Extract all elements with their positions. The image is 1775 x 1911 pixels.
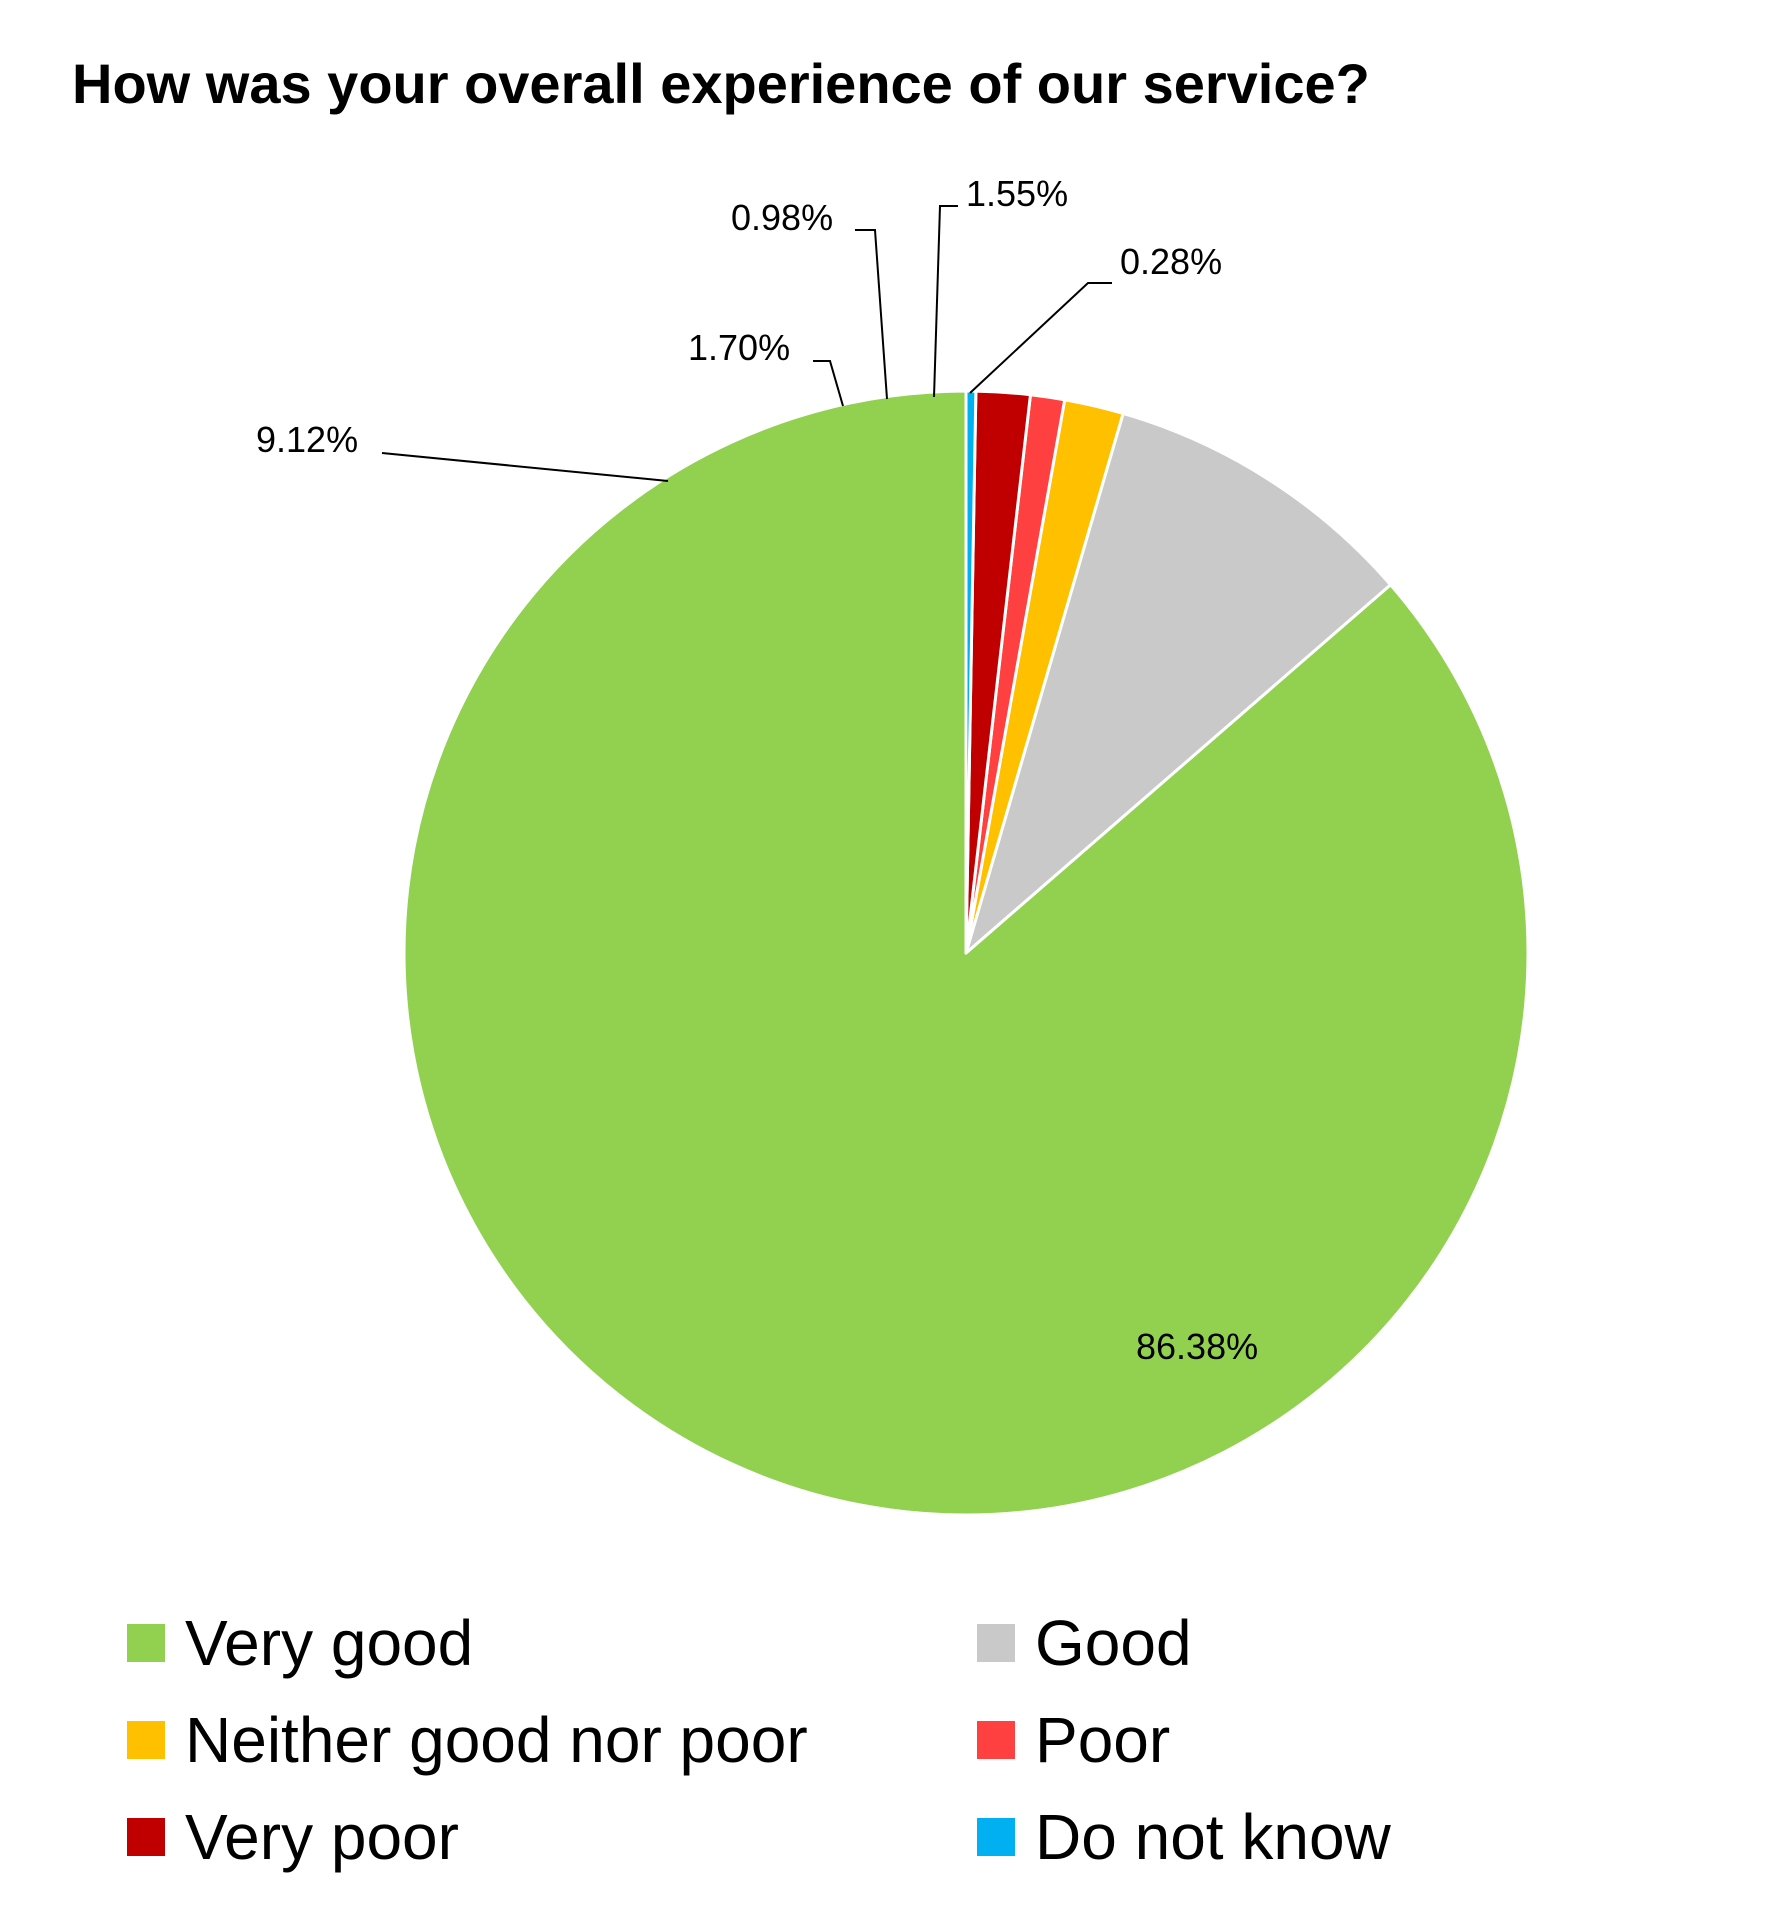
legend-item-good: Good xyxy=(977,1607,1192,1679)
legend-label-very-good: Very good xyxy=(185,1607,473,1679)
data-label-poor: 0.98% xyxy=(731,197,833,238)
data-label-good: 9.12% xyxy=(256,419,358,460)
legend-label-do-not-know: Do not know xyxy=(1035,1801,1392,1873)
legend-item-neither-good-nor-poor: Neither good nor poor xyxy=(127,1704,808,1776)
leader-line-neither-good-nor-poor xyxy=(813,360,844,407)
legend-label-very-poor: Very poor xyxy=(185,1801,459,1873)
legend-item-very-poor: Very poor xyxy=(127,1801,459,1873)
legend: Very good Good Neither good nor poor Poor Ve… xyxy=(127,1607,1392,1873)
legend-swatch-poor xyxy=(977,1721,1015,1759)
leader-line-poor xyxy=(855,229,888,400)
leader-line-do-not-know xyxy=(969,282,1112,394)
data-labels: 86.38% 9.12% 1.70% 0.98% 1.55% 0.28% xyxy=(256,173,1258,1367)
legend-swatch-do-not-know xyxy=(977,1818,1015,1856)
legend-swatch-neither-good-nor-poor xyxy=(127,1721,165,1759)
legend-label-poor: Poor xyxy=(1035,1704,1170,1776)
legend-swatch-good xyxy=(977,1624,1015,1662)
leader-line-very-poor xyxy=(933,205,958,398)
data-label-do-not-know: 0.28% xyxy=(1120,241,1222,282)
data-label-neither-good-nor-poor: 1.70% xyxy=(688,327,790,368)
legend-label-neither-good-nor-poor: Neither good nor poor xyxy=(185,1704,808,1776)
pie-slices xyxy=(402,389,1530,1517)
leader-lines xyxy=(381,205,1112,482)
legend-swatch-very-good xyxy=(127,1624,165,1662)
legend-label-good: Good xyxy=(1035,1607,1192,1679)
chart-title: How was your overall experience of our s… xyxy=(72,52,1370,115)
legend-item-very-good: Very good xyxy=(127,1607,473,1679)
data-label-very-good: 86.38% xyxy=(1136,1326,1258,1367)
data-label-very-poor: 1.55% xyxy=(966,173,1068,214)
legend-swatch-very-poor xyxy=(127,1818,165,1856)
legend-item-poor: Poor xyxy=(977,1704,1170,1776)
leader-line-good xyxy=(381,452,669,482)
slice-good xyxy=(964,411,1393,955)
legend-item-do-not-know: Do not know xyxy=(977,1801,1392,1873)
